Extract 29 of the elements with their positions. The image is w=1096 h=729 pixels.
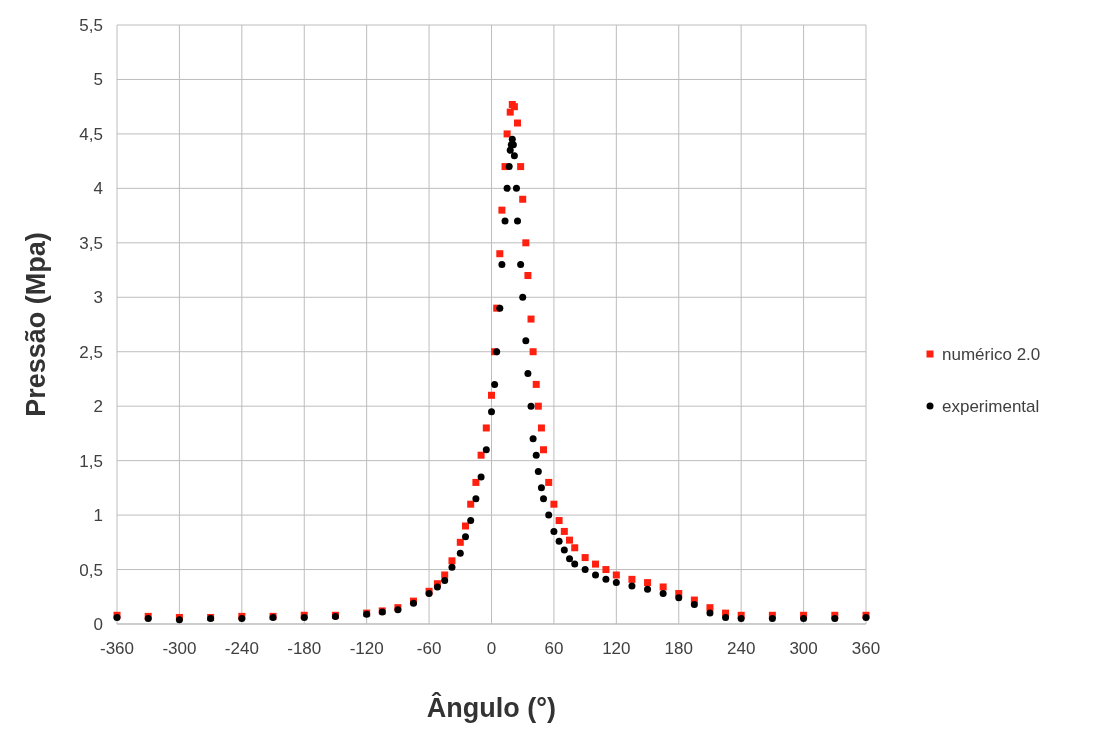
x-axis-title: Ângulo (°) xyxy=(426,692,557,723)
y-tick-label: 5,5 xyxy=(79,16,103,35)
y-tick-label: 0,5 xyxy=(79,560,103,580)
y-tick-label: 4,5 xyxy=(79,124,103,144)
x-tick-label: 300 xyxy=(789,639,818,658)
x-tick-label: 360 xyxy=(851,639,881,658)
x-tick-label: -60 xyxy=(416,639,442,658)
x-tick-label: -120 xyxy=(349,639,384,658)
x-tick-label: 120 xyxy=(602,639,631,658)
x-tick-label: 240 xyxy=(726,639,756,658)
y-tick-label: 1,5 xyxy=(79,451,103,471)
y-tick-label: 0 xyxy=(93,615,103,634)
x-tick-label: 60 xyxy=(544,639,564,658)
y-tick-label: 3 xyxy=(93,288,103,308)
x-tick-label: 180 xyxy=(664,639,693,658)
y-tick-label: 5 xyxy=(93,70,103,90)
legend-label: experimental xyxy=(942,397,1040,416)
y-tick-label: 3,5 xyxy=(79,233,103,253)
y-tick-label: 4 xyxy=(93,179,103,199)
y-tick-label: 2,5 xyxy=(79,342,103,362)
x-tick-label: 0 xyxy=(486,639,497,658)
y-tick-label: 2 xyxy=(93,397,103,417)
y-axis-title: Pressão (Mpa) xyxy=(21,232,51,417)
x-tick-label: -180 xyxy=(287,639,322,658)
x-tick-label: -300 xyxy=(162,639,197,658)
y-tick-label: 1 xyxy=(93,506,103,526)
x-tick-label: -240 xyxy=(224,639,259,658)
x-tick-label: -360 xyxy=(99,639,135,658)
legend-label: numérico 2.0 xyxy=(942,345,1041,364)
